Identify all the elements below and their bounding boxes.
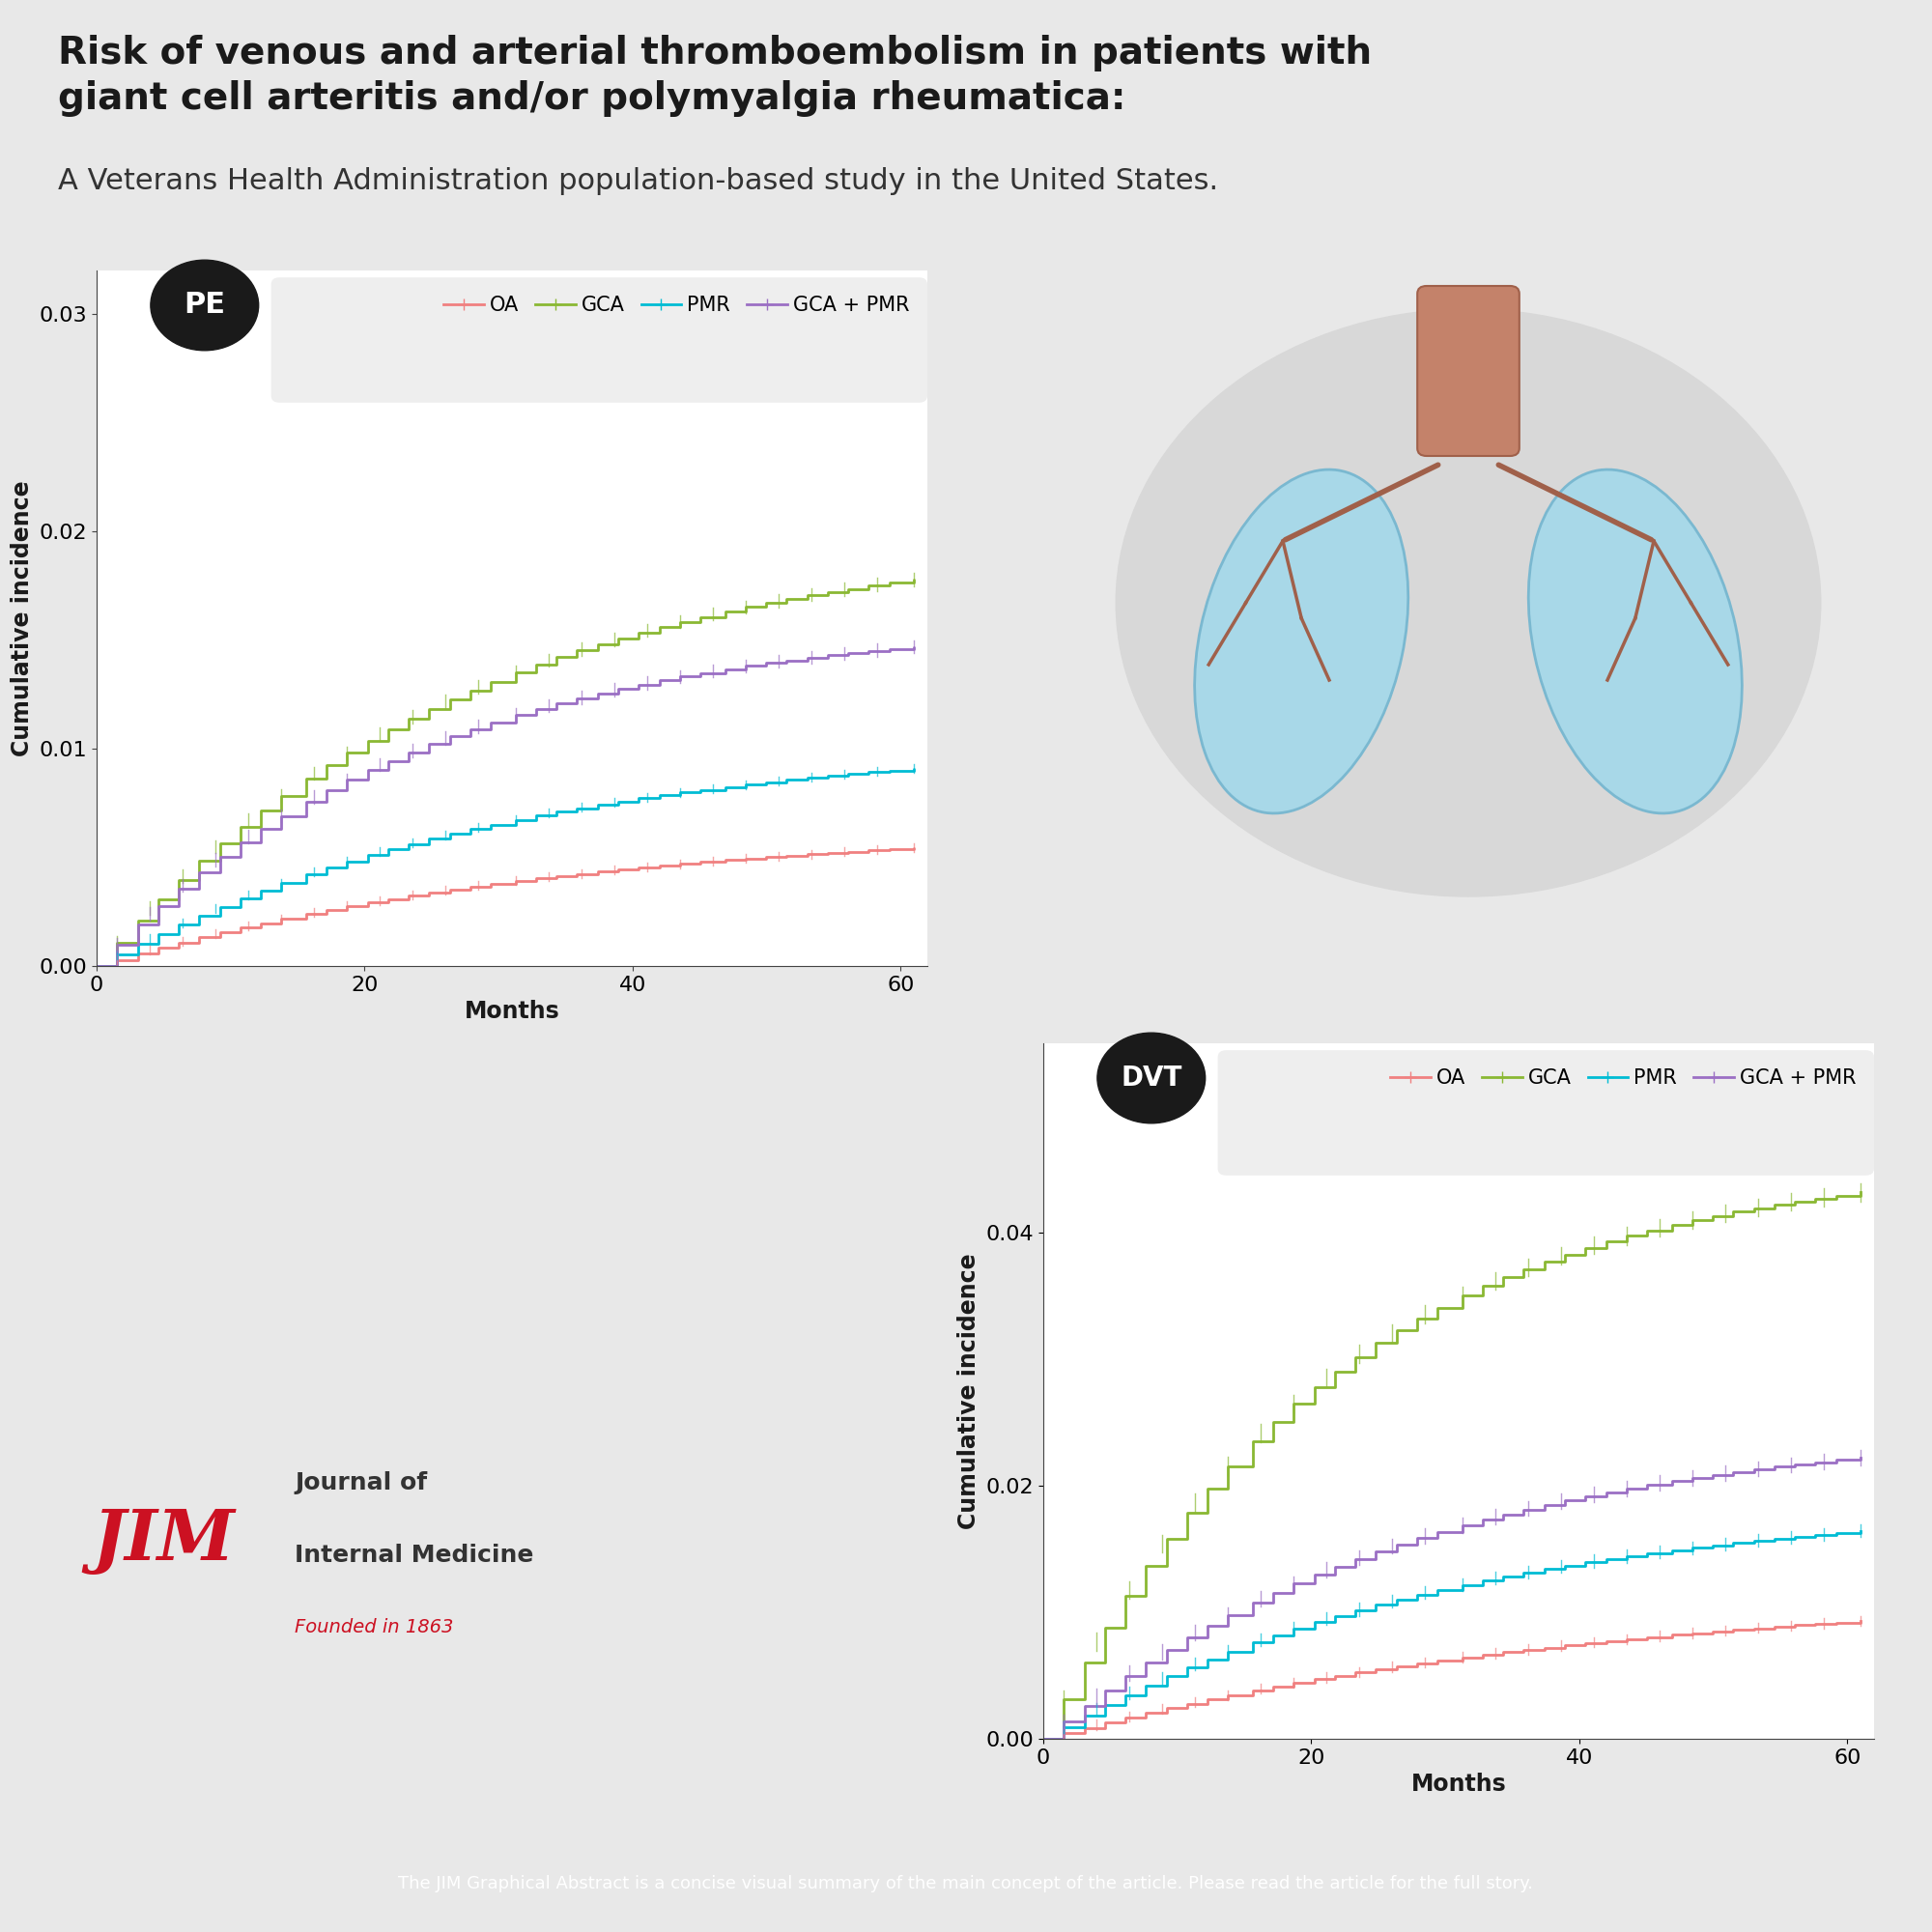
Ellipse shape [1194,469,1408,813]
Text: JIM: JIM [93,1507,234,1575]
Text: The JIM Graphical Abstract is a concise visual summary of the main concept of th: The JIM Graphical Abstract is a concise … [398,1874,1534,1893]
X-axis label: Months: Months [464,1001,560,1024]
Text: Risk of venous and arterial thromboembolism in patients with
giant cell arteriti: Risk of venous and arterial thromboembol… [58,35,1372,116]
Circle shape [1097,1034,1206,1122]
Text: Internal Medicine: Internal Medicine [294,1544,533,1567]
Text: A Veterans Health Administration population-based study in the United States.: A Veterans Health Administration populat… [58,166,1219,195]
FancyBboxPatch shape [1217,1051,1874,1175]
Text: DVT: DVT [1121,1065,1182,1092]
Text: PE: PE [184,292,226,319]
Y-axis label: Cumulative incidence: Cumulative incidence [10,481,33,755]
Ellipse shape [1528,469,1743,813]
Circle shape [1117,309,1820,896]
FancyBboxPatch shape [1418,286,1519,456]
Text: Founded in 1863: Founded in 1863 [294,1619,454,1636]
FancyBboxPatch shape [270,278,927,402]
Y-axis label: Cumulative incidence: Cumulative incidence [956,1254,980,1528]
Legend: OA, GCA, PMR, GCA + PMR: OA, GCA, PMR, GCA + PMR [1381,1061,1864,1095]
Legend: OA, GCA, PMR, GCA + PMR: OA, GCA, PMR, GCA + PMR [435,288,918,323]
Circle shape [151,261,259,350]
X-axis label: Months: Months [1410,1774,1507,1797]
Text: Journal of: Journal of [294,1472,427,1495]
